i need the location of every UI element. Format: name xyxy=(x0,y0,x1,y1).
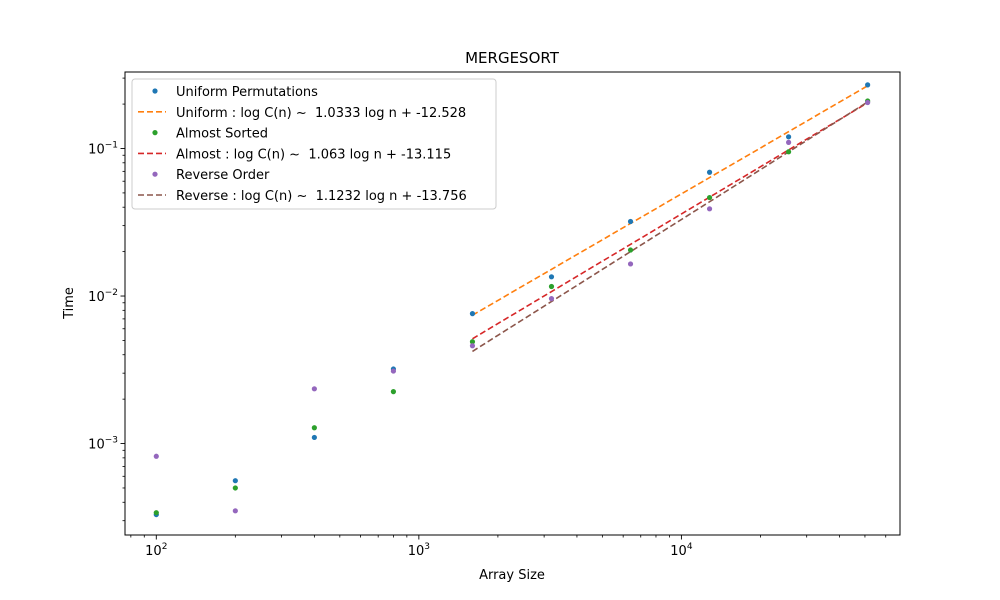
data-point-2-1 xyxy=(232,485,238,491)
data-point-0-8 xyxy=(786,134,792,140)
legend-label-1: Uniform : log C(n) ~ 1.0333 log n + -12.… xyxy=(176,106,466,121)
data-point-4-9 xyxy=(865,99,871,106)
data-point-2-2 xyxy=(311,425,317,431)
data-point-2-4 xyxy=(469,339,476,345)
data-point-2-8 xyxy=(786,149,792,155)
data-point-2-0 xyxy=(153,510,159,516)
data-point-0-4 xyxy=(469,311,476,317)
data-point-2-6 xyxy=(627,247,634,253)
legend-marker-0 xyxy=(152,88,158,94)
legend-label-3: Almost : log C(n) ~ 1.063 log n + -13.11… xyxy=(176,147,451,162)
legend-marker-2 xyxy=(152,130,158,136)
plot-marks xyxy=(153,82,871,518)
x-tick-label-2: 104 xyxy=(670,542,693,559)
x-axis-ticks: 102 103 104 xyxy=(130,535,887,559)
data-point-4-3 xyxy=(390,368,397,374)
y-tick-label-2: 10−1 xyxy=(88,140,118,157)
y-tick-label-0: 10−3 xyxy=(88,436,118,453)
data-point-4-0 xyxy=(153,453,159,459)
data-point-4-6 xyxy=(627,261,634,267)
x-axis-label: Array Size xyxy=(479,568,545,583)
y-tick-label-1: 10−2 xyxy=(88,288,118,305)
y-axis-ticks: 10−3 10−2 10−1 xyxy=(88,77,125,522)
data-point-4-7 xyxy=(706,206,713,212)
fit-line-5 xyxy=(472,101,869,353)
data-point-0-2 xyxy=(311,434,317,441)
data-point-0-5 xyxy=(548,274,555,280)
x-tick-label-1: 103 xyxy=(408,542,430,559)
legend-label-5: Reverse : log C(n) ~ 1.1232 log n + -13.… xyxy=(176,189,467,204)
legend-label-2: Almost Sorted xyxy=(176,127,268,142)
data-point-2-7 xyxy=(706,194,713,201)
data-point-0-9 xyxy=(865,82,871,88)
fit-line-3 xyxy=(472,102,869,340)
legend-marker-4 xyxy=(152,171,158,177)
legend-label-4: Reverse Order xyxy=(176,168,270,183)
data-point-4-5 xyxy=(548,296,555,302)
y-axis-label: Time xyxy=(62,287,77,320)
data-point-2-5 xyxy=(548,283,555,290)
legend: Uniform Permutations Uniform : log C(n) ~… xyxy=(131,78,497,210)
legend-label-0: Uniform Permutations xyxy=(176,85,318,100)
data-point-4-2 xyxy=(311,386,317,392)
data-point-0-7 xyxy=(706,169,713,175)
data-point-4-4 xyxy=(469,343,476,349)
data-point-2-3 xyxy=(390,389,397,395)
data-point-0-6 xyxy=(627,218,634,225)
data-point-4-8 xyxy=(786,139,792,145)
plot-frame xyxy=(124,71,901,536)
chart-title: MERGESORT xyxy=(465,49,560,67)
fit-line-1 xyxy=(472,85,869,316)
data-point-0-1 xyxy=(232,478,238,484)
legend-frame xyxy=(131,78,497,210)
x-tick-label-0: 102 xyxy=(145,542,167,559)
data-point-4-1 xyxy=(232,508,238,514)
